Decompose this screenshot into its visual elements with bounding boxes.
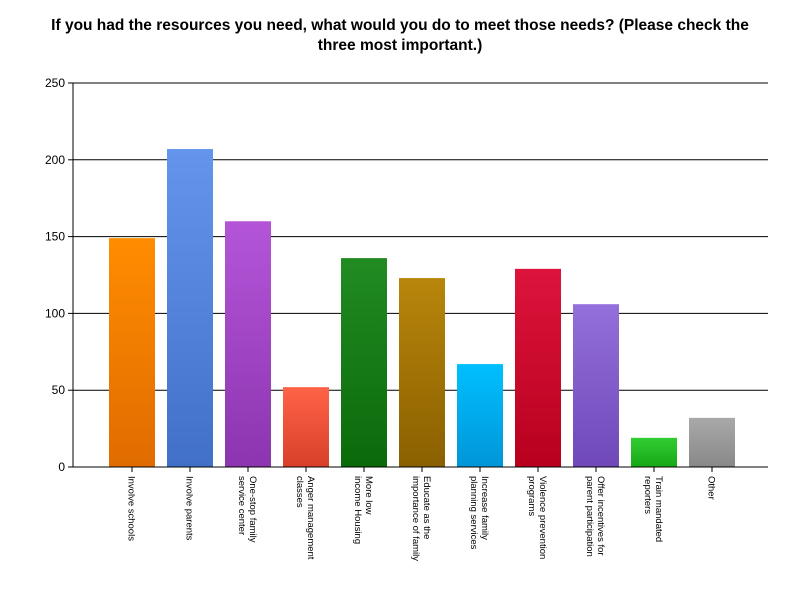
x-category-label-line: More low [363, 476, 374, 515]
x-category-label-line: classes [294, 476, 305, 508]
x-category-label-line: planning services [468, 476, 479, 550]
bar [109, 238, 155, 467]
x-category-label-line: Anger management [305, 476, 316, 560]
x-category-label-line: parent participation [584, 476, 595, 557]
x-category-label-line: Increase family [479, 476, 490, 540]
x-category-label-line: Violence prevention [537, 476, 548, 559]
x-category-labels: Involve schools Involve parents One-stop f… [126, 476, 717, 561]
bar [167, 149, 213, 467]
y-tick-label: 0 [58, 460, 65, 474]
bar [341, 258, 387, 467]
y-tick-label: 150 [45, 230, 65, 244]
y-tick-label: 200 [45, 153, 65, 167]
x-category-label-line: reporters [642, 476, 653, 514]
x-category-label: Other [706, 476, 717, 500]
chart-title: If you had the resources you need, what … [51, 17, 749, 54]
x-category-label-line: Offer incentives for [595, 476, 606, 556]
bar [573, 304, 619, 467]
x-category-label-line: programs [526, 476, 537, 516]
x-category-label: Involve parents [184, 476, 195, 541]
x-category-label-line: Other [706, 476, 717, 500]
bar [225, 221, 271, 467]
x-category-label-line: Involve parents [184, 476, 195, 541]
bar [689, 417, 735, 467]
bar [399, 278, 445, 467]
bar [631, 437, 677, 467]
x-category-label-line: service center [236, 476, 247, 535]
x-category-label: Involve schools [126, 476, 137, 541]
bar [515, 268, 561, 467]
bars [109, 149, 735, 467]
y-tick-label: 100 [45, 306, 65, 320]
x-category-label-line: One-stop family [247, 476, 258, 543]
x-category-label-line: income Housing [352, 476, 363, 544]
bar [457, 364, 503, 467]
axes [68, 82, 768, 472]
y-tick-labels: 0 50 100 150 200 250 [45, 76, 65, 474]
x-category-label-line: importance of family [410, 476, 421, 561]
y-tick-label: 50 [52, 383, 66, 397]
x-category-label-line: Educate as the [421, 476, 432, 539]
x-category-label-line: Train mandated [653, 476, 664, 542]
x-category-label-line: Involve schools [126, 476, 137, 541]
y-tick-label: 250 [45, 76, 65, 90]
bar [283, 387, 329, 467]
